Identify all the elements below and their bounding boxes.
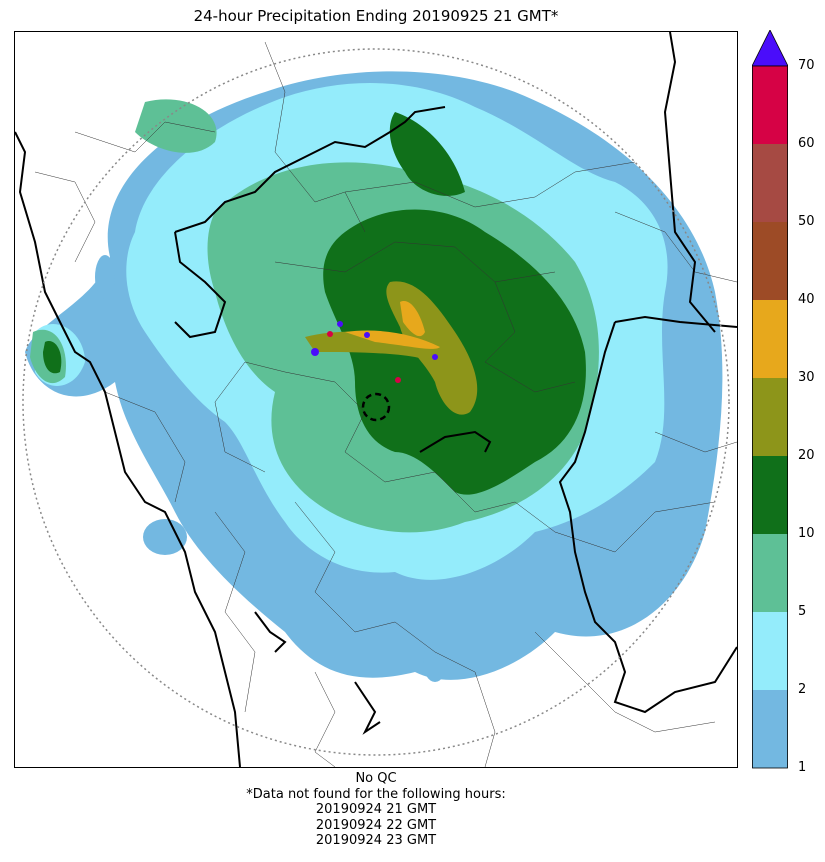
colorbar-tick-label: 2 bbox=[798, 682, 807, 697]
missing-hour-1: 20190924 21 GMT bbox=[315, 802, 437, 817]
missing-hour-2: 20190924 22 GMT bbox=[315, 817, 437, 833]
colorbar-segment bbox=[752, 300, 788, 378]
colorbar-segment bbox=[752, 612, 788, 690]
colorbar-tick-label: 5 bbox=[798, 604, 807, 619]
footer-note: No QC *Data not found for the following … bbox=[14, 771, 738, 849]
colorbar-tick-label: 50 bbox=[798, 214, 815, 229]
colorbar-segment bbox=[752, 456, 788, 534]
colorbar-segment bbox=[752, 378, 788, 456]
colorbar-segment bbox=[752, 222, 788, 300]
qc-label: No QC bbox=[355, 771, 397, 786]
district-boundaries bbox=[34, 41, 737, 767]
map-title: 24-hour Precipitation Ending 20190925 21… bbox=[193, 7, 559, 25]
colorbar-tick-label: 30 bbox=[798, 370, 815, 385]
colorbar-segment bbox=[752, 66, 788, 144]
radar-map bbox=[14, 31, 738, 768]
colorbar-segment bbox=[752, 690, 788, 768]
colorbar-extend-triangle bbox=[751, 29, 789, 67]
colorbar-border bbox=[752, 65, 788, 769]
colorbar-segment bbox=[752, 144, 788, 222]
colorbar-svg bbox=[751, 29, 789, 769]
radar-map-canvas bbox=[15, 32, 737, 767]
colorbar bbox=[751, 29, 789, 770]
colorbar-tick-label: 1 bbox=[798, 760, 807, 775]
radar-range-ring bbox=[22, 48, 730, 756]
missing-data-note: *Data not found for the following hours: bbox=[246, 786, 506, 802]
colorbar-tick-label: 10 bbox=[798, 526, 815, 541]
state-boundaries bbox=[15, 32, 737, 767]
missing-hour-3: 20190924 23 GMT bbox=[315, 833, 437, 848]
radar-site-marker bbox=[361, 392, 391, 422]
colorbar-tick-label: 60 bbox=[798, 136, 815, 151]
colorbar-segment bbox=[752, 534, 788, 612]
colorbar-tick-label: 20 bbox=[798, 448, 815, 463]
precip-60-plus bbox=[311, 321, 438, 383]
colorbar-tick-label: 40 bbox=[798, 292, 815, 307]
colorbar-tick-label: 70 bbox=[798, 58, 815, 73]
